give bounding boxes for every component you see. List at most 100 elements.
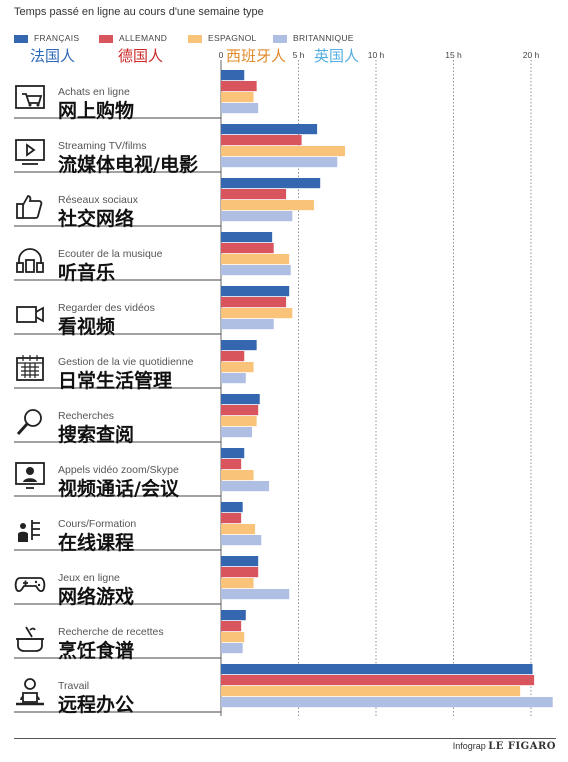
thumbs-up-icon [16, 195, 43, 219]
bar [221, 502, 243, 513]
category-label: Jeux en ligne [58, 572, 120, 584]
legend-label: BRITANNIQUE [293, 33, 354, 43]
category-label-zh: 看视频 [58, 316, 116, 338]
bar [221, 416, 257, 427]
category-label-zh: 流媒体电视/电影 [58, 154, 198, 176]
bar [221, 124, 318, 135]
bar [221, 675, 535, 686]
bar [221, 621, 242, 632]
category-label: Travail [58, 680, 90, 692]
video-camera-icon [16, 306, 44, 323]
bar [221, 373, 246, 384]
brand-logo: LE FIGARO [488, 741, 556, 752]
legend-label-zh: 德国人 [118, 47, 164, 65]
category-label: Cours/Formation [58, 518, 137, 530]
bar [221, 265, 291, 276]
footer-prefix: Infograp [452, 741, 486, 751]
bar [221, 200, 314, 211]
bar [221, 589, 290, 600]
bar [221, 524, 256, 535]
bar [221, 362, 254, 373]
bar [221, 243, 274, 254]
category-label-zh: 在线课程 [58, 532, 135, 554]
bar [221, 103, 259, 114]
bar [221, 405, 259, 416]
bar [221, 232, 273, 243]
bar [221, 351, 245, 362]
tick-label: 20 h [523, 50, 540, 60]
bar [221, 535, 262, 546]
bar [221, 394, 260, 405]
legend-item: ESPAGNOL [188, 33, 257, 43]
category-label: Regarder des vidéos [58, 302, 155, 314]
bar [221, 427, 252, 438]
category-label: Ecouter de la musique [58, 248, 163, 260]
bar [221, 297, 287, 308]
bar [221, 556, 259, 567]
bar [221, 92, 254, 103]
bar [221, 448, 245, 459]
bar [221, 189, 287, 200]
bar [221, 286, 290, 297]
bar [221, 211, 293, 222]
bar [221, 70, 245, 81]
category-label: Recherche de recettes [58, 626, 164, 638]
bar [221, 697, 553, 708]
category-label-zh: 听音乐 [58, 262, 116, 284]
bar-chart: 0 5 h 10 h 15 h 20 h [14, 50, 553, 716]
legend-item: BRITANNIQUE [273, 33, 354, 43]
bar [221, 632, 245, 643]
bar [221, 157, 338, 168]
bar [221, 340, 257, 351]
category-label: Réseaux sociaux [58, 194, 138, 206]
legend-label-zh: 法国人 [30, 47, 76, 65]
legend-label: FRANÇAIS [34, 33, 80, 43]
category-label-zh: 网上购物 [58, 100, 135, 122]
legend-item: FRANÇAIS [14, 33, 79, 43]
bar [221, 319, 274, 330]
bar [221, 254, 290, 265]
headphones-icon [16, 248, 44, 273]
legend-label: ALLEMAND [119, 33, 168, 43]
category-label: Streaming TV/films [58, 140, 147, 152]
legend-swatch [188, 34, 202, 43]
bar [221, 686, 521, 697]
tick-label: 10 h [368, 50, 385, 60]
category-label-zh: 视频通话/会议 [58, 478, 179, 500]
footer-rule [14, 738, 556, 739]
category-label: Achats en ligne [58, 86, 130, 98]
legend-item: ALLEMAND [99, 33, 167, 43]
category-label-zh: 搜索查阅 [58, 424, 135, 446]
tick-label: 0 [219, 50, 224, 60]
category-label-zh: 远程办公 [58, 694, 135, 716]
bar [221, 610, 246, 621]
category-label: Gestion de la vie quotidienne [58, 356, 194, 368]
tick-label: 5 h [293, 50, 305, 60]
magnifier-icon [16, 409, 42, 436]
tick-label: 15 h [445, 50, 462, 60]
calendar-icon [16, 355, 44, 381]
bar [221, 81, 257, 92]
video-screen-icon [15, 139, 45, 165]
footer-credit: Infograp LE FIGARO [453, 741, 556, 752]
legend-swatch [273, 34, 287, 43]
gamepad-icon [14, 577, 46, 593]
shopping-cart-icon [15, 85, 45, 109]
teacher-icon [18, 520, 40, 542]
video-call-icon [15, 462, 45, 489]
category-label-zh: 日常生活管理 [58, 370, 173, 392]
legend-label: ESPAGNOL [208, 33, 257, 43]
bar [221, 578, 254, 589]
bar [221, 135, 302, 146]
category-label-zh: 社交网络 [58, 208, 135, 230]
legend-label-zh: 英国人 [314, 47, 360, 65]
bar [221, 459, 242, 470]
bar [221, 513, 242, 524]
bar [221, 178, 321, 189]
legend-label-zh: 西班牙人 [226, 47, 287, 65]
laptop-worker-icon [16, 678, 44, 706]
bar [221, 481, 270, 492]
cooking-pot-icon [16, 626, 44, 652]
bar [221, 664, 533, 675]
category-label-zh: 烹饪食谱 [58, 640, 135, 662]
